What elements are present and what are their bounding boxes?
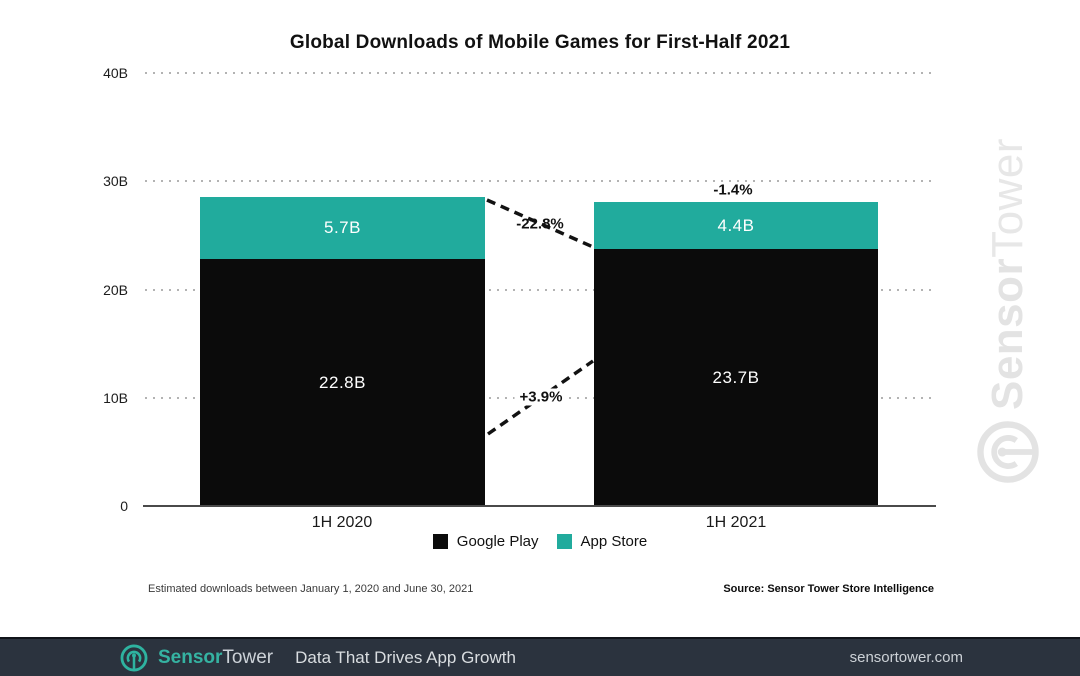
- bar-value-label: 4.4B: [717, 215, 755, 235]
- footer-tagline: Data That Drives App Growth: [295, 647, 516, 667]
- bar-segment-google-play-1h-2021: 23.7B: [594, 249, 878, 506]
- bar-value-label: 23.7B: [712, 367, 760, 387]
- chart-title: Global Downloads of Mobile Games for Fir…: [289, 32, 791, 53]
- footnote: Estimated downloads between January 1, 2…: [148, 583, 474, 595]
- bar-value-label: 22.8B: [319, 372, 366, 392]
- x-axis-label-1h-2021: 1H 2021: [705, 514, 767, 531]
- total-change-label: -1.4%: [713, 181, 753, 199]
- watermark-lockup: SensorTower: [976, 138, 1040, 484]
- source-credit: Source: Sensor Tower Store Intelligence: [723, 583, 934, 595]
- legend-item-google-play: Google Play: [432, 533, 539, 550]
- app-store-change-label: -22.8%: [516, 215, 564, 233]
- y-tick-label-40B: 40B: [103, 65, 128, 81]
- y-tick-label-10B: 10B: [103, 389, 128, 406]
- y-tick-label-20B: 20B: [103, 281, 128, 298]
- gridline-40B: [145, 72, 935, 74]
- y-tick-label-0: 0: [120, 498, 128, 514]
- footer-website-link[interactable]: sensortower.com: [849, 649, 963, 666]
- gridline-20B: [145, 288, 935, 291]
- bar-value-label: 5.7B: [324, 218, 361, 238]
- x-axis-label-1h-2020: 1H 2020: [311, 514, 373, 531]
- bar-segment-app-store-1h-2021: 4.4B: [594, 201, 878, 250]
- legend: Google Play App Store: [0, 533, 1080, 550]
- footer-brand: SensorTower: [158, 646, 274, 668]
- legend-label-app-store: App Store: [580, 533, 648, 550]
- sensortower-logo-icon: [977, 421, 1039, 483]
- app-store-swatch-icon: [556, 534, 572, 549]
- google-play-change-label: +3.9%: [514, 388, 568, 406]
- watermark: SensorTower: [941, 138, 1075, 483]
- y-tick-label-30B: 30B: [103, 173, 128, 190]
- bar-segment-app-store-1h-2020: 5.7B: [200, 197, 485, 260]
- gridline-30B: [145, 180, 935, 183]
- legend-item-app-store: App Store: [556, 533, 648, 550]
- x-axis-line: [143, 505, 936, 507]
- sensortower-logo-icon: [120, 644, 148, 671]
- watermark-text: SensorTower: [983, 137, 1032, 411]
- bar-segment-google-play-1h-2020: 22.8B: [200, 259, 485, 506]
- legend-label-google-play: Google Play: [456, 533, 539, 550]
- google-play-swatch-icon: [432, 534, 448, 549]
- footer-bar: SensorTower Data That Drives App Growth …: [0, 637, 1080, 676]
